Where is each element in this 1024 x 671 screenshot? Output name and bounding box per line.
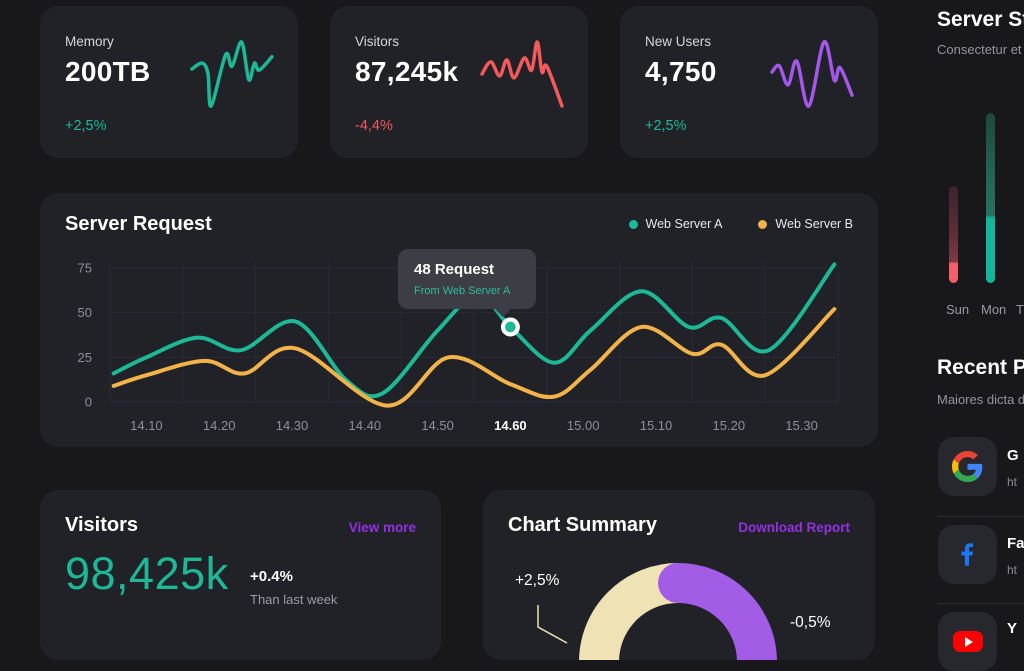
chart-legend: Web Server A Web Server B xyxy=(628,217,853,231)
svg-text:14.40: 14.40 xyxy=(349,418,382,433)
server-status-subtitle: Consectetur et xyxy=(937,42,1022,57)
recent-item-name[interactable]: Fa xyxy=(1007,535,1024,552)
recent-item-url: ht xyxy=(1007,475,1018,489)
svg-text:14.30: 14.30 xyxy=(276,418,309,433)
chart-tooltip: 48 Request From Web Server A xyxy=(398,249,536,317)
svg-text:14.50: 14.50 xyxy=(421,418,454,433)
server-status-title: Server St xyxy=(937,8,1024,31)
svg-text:75: 75 xyxy=(78,261,92,276)
donut-label-left: +2,5% xyxy=(515,572,560,589)
donut-label-right: -0,5% xyxy=(790,614,831,631)
legend-dot-icon xyxy=(758,219,768,229)
stat-label: New Users xyxy=(645,34,712,49)
recent-item-facebook[interactable] xyxy=(938,525,997,584)
svg-text:14.20: 14.20 xyxy=(203,418,236,433)
memory-sparkline-chart xyxy=(192,42,272,106)
visitors-delta: +0.4% xyxy=(250,568,293,585)
day-label-mon: Mon xyxy=(981,302,1007,317)
svg-text:15.10: 15.10 xyxy=(640,418,673,433)
new-users-sparkline-chart xyxy=(772,42,852,106)
visitors-stat-card: Visitors 87,245k -4,4% xyxy=(330,6,588,158)
recent-item-url: ht xyxy=(1007,563,1018,577)
divider xyxy=(937,516,1024,517)
divider xyxy=(937,603,1024,604)
tooltip-value: 48 Request xyxy=(414,261,495,278)
recent-subtitle: Maiores dicta d xyxy=(937,392,1024,407)
visitors-count: 98,425k xyxy=(65,548,229,599)
chart-summary-card: Chart Summary Download Report +2,5% -0,5… xyxy=(483,490,875,660)
legend-item-web-server-a[interactable]: Web Server A xyxy=(628,217,723,231)
day-label-tue: T xyxy=(1016,302,1024,317)
memory-stat-card: Memory 200TB +2,5% xyxy=(40,6,298,158)
recent-item-youtube[interactable] xyxy=(938,612,997,671)
svg-text:14.10: 14.10 xyxy=(130,418,163,433)
google-icon xyxy=(952,451,983,482)
svg-text:25: 25 xyxy=(78,350,92,365)
visitors-sparkline-chart xyxy=(482,42,562,106)
svg-text:0: 0 xyxy=(85,395,92,410)
download-report-link[interactable]: Download Report xyxy=(738,520,850,535)
bar-sun xyxy=(949,186,958,283)
recent-item-name[interactable]: G xyxy=(1007,447,1019,464)
donut-segment-left xyxy=(579,563,679,660)
server-request-card: Server Request Web Server A Web Server B… xyxy=(40,193,878,447)
stat-value: 200TB xyxy=(65,56,151,87)
donut-leader-line xyxy=(537,605,568,644)
stat-value: 4,750 xyxy=(645,56,717,87)
legend-dot-icon xyxy=(628,219,638,229)
view-more-link[interactable]: View more xyxy=(348,520,416,535)
visitors-delta-note: Than last week xyxy=(250,592,338,607)
new-users-stat-card: New Users 4,750 +2,5% xyxy=(620,6,878,158)
stat-delta: +2,5% xyxy=(65,118,107,134)
stat-label: Memory xyxy=(65,34,114,49)
chart-summary-title: Chart Summary xyxy=(508,514,657,536)
recent-item-google[interactable] xyxy=(938,437,997,496)
svg-text:15.00: 15.00 xyxy=(567,418,600,433)
stat-delta: -4,4% xyxy=(355,118,393,134)
day-label-sun: Sun xyxy=(946,302,970,317)
facebook-icon xyxy=(961,543,974,566)
donut-chart xyxy=(537,563,777,660)
recent-item-name[interactable]: Y xyxy=(1007,620,1018,637)
visitors-title: Visitors xyxy=(65,514,138,536)
legend-item-web-server-b[interactable]: Web Server B xyxy=(758,217,853,231)
bar-mon xyxy=(986,113,995,283)
legend-label: Web Server A xyxy=(645,217,723,231)
stat-delta: +2,5% xyxy=(645,118,687,134)
stat-label: Visitors xyxy=(355,34,400,49)
server-request-line-chart[interactable]: 75 50 25 0 14.10 14.20 14.30 14.40 14.50 14.60 15.… xyxy=(40,193,878,447)
legend-label: Web Server B xyxy=(775,217,853,231)
recent-title: Recent P xyxy=(937,356,1024,379)
svg-text:15.30: 15.30 xyxy=(785,418,818,433)
visitors-summary-card: Visitors View more 98,425k +0.4% Than la… xyxy=(40,490,441,660)
svg-text:15.20: 15.20 xyxy=(713,418,746,433)
svg-text:50: 50 xyxy=(78,305,92,320)
donut-segment-right xyxy=(658,563,777,660)
tooltip-source: From Web Server A xyxy=(414,285,511,297)
youtube-icon xyxy=(952,631,983,652)
svg-text:14.60: 14.60 xyxy=(494,418,527,433)
server-request-title: Server Request xyxy=(65,213,212,235)
stat-value: 87,245k xyxy=(355,56,459,87)
server-status-bar-chart xyxy=(937,113,1024,283)
